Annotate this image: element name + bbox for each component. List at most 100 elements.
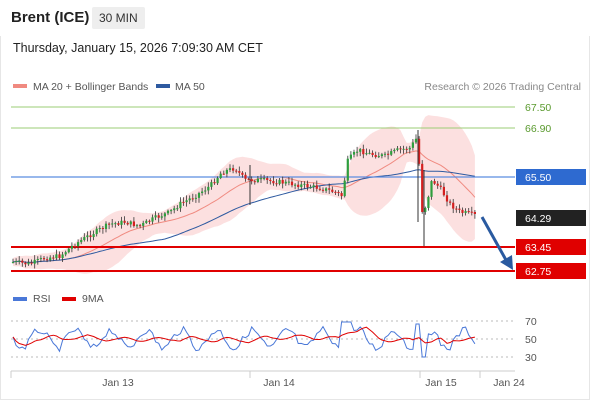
candle-down: [191, 198, 194, 200]
rsi-level-50-label: 50: [525, 334, 537, 346]
candle-down: [46, 259, 49, 261]
candle-up: [173, 208, 176, 211]
candle-up: [343, 180, 346, 197]
candle-down: [455, 208, 458, 210]
candle-down: [436, 183, 439, 186]
candle-down: [275, 183, 278, 185]
candle-up: [80, 240, 83, 243]
candle-up: [15, 261, 18, 263]
candle-down: [452, 202, 455, 209]
candle-up: [278, 179, 281, 184]
candle-up: [67, 248, 70, 253]
candle-down: [473, 211, 476, 214]
price-tag-text: 66.90: [525, 123, 551, 135]
candle-down: [418, 138, 421, 164]
candle-up: [303, 183, 306, 185]
copyright-text: Research © 2026 Trading Central: [424, 81, 581, 93]
candle-up: [77, 242, 80, 247]
forecast-arrow-head: [500, 255, 513, 270]
candle-up: [151, 217, 154, 222]
candle-up: [129, 221, 132, 225]
x-axis-label-jan14: Jan 14: [263, 377, 295, 389]
x-axis-label-jan15: Jan 15: [425, 377, 457, 389]
candle-down: [52, 257, 55, 259]
candle-up: [225, 169, 228, 174]
chart-header: Brent (ICE) 30 MIN: [0, 0, 590, 36]
candle-up: [64, 252, 67, 255]
forecast-arrow-shaft: [480, 216, 508, 261]
candle-down: [297, 184, 300, 188]
candle-up: [365, 153, 368, 155]
candle-down: [238, 171, 241, 173]
candle-up: [185, 200, 188, 203]
candle-up: [201, 191, 204, 194]
candle-up: [427, 196, 430, 208]
candle-down: [157, 215, 160, 218]
candle-down: [290, 181, 294, 186]
price-tag-text: 64.29: [525, 213, 551, 225]
candle-down: [148, 220, 151, 222]
interval-badge[interactable]: 30 MIN: [92, 7, 145, 29]
chart-timestamp: Thursday, January 15, 2026 7:09:30 AM CE…: [13, 41, 263, 55]
candle-down: [24, 262, 27, 265]
x-axis-label-jan13: Jan 13: [102, 377, 134, 389]
candle-up: [104, 223, 108, 229]
candle-down: [387, 153, 390, 155]
candle-up: [36, 258, 39, 260]
candle-up: [352, 151, 356, 155]
candle-up: [390, 151, 393, 155]
candle-down: [470, 211, 473, 213]
candle-up: [83, 237, 86, 241]
candle-up: [154, 215, 157, 218]
candle-up: [259, 178, 263, 180]
price-tag-65-50: 65.50: [516, 169, 586, 185]
candle-down: [253, 181, 256, 183]
candle-up: [163, 213, 166, 217]
ma20-line: [12, 150, 476, 263]
candle-up: [188, 198, 191, 201]
candle-up: [207, 186, 210, 191]
candle-down: [281, 179, 284, 184]
candle-up: [33, 259, 36, 264]
candle-up: [377, 156, 380, 158]
price-tag-63-45: 63.45: [516, 239, 586, 255]
price-tag-64-29: 64.29: [516, 210, 586, 226]
candle-down: [439, 185, 442, 187]
rsi-ma-legend-label: 9MA: [82, 293, 104, 305]
candle-up: [11, 261, 15, 263]
candle-down: [139, 225, 142, 227]
candle-down: [362, 149, 365, 155]
candle-up: [204, 190, 207, 192]
candle-down: [222, 173, 225, 175]
candle-up: [300, 184, 303, 188]
candle-up: [197, 193, 201, 198]
price-tag-66-90: 66.90: [525, 123, 551, 135]
candle-up: [142, 222, 145, 226]
candle-down: [421, 163, 424, 212]
candle-up: [170, 210, 173, 212]
candle-down: [247, 178, 250, 180]
candle-down: [126, 222, 129, 225]
candle-up: [70, 246, 73, 249]
candle-down: [337, 192, 340, 194]
candle-down: [266, 178, 269, 180]
candle-down: [321, 189, 325, 191]
candle-up: [396, 148, 399, 150]
candle-up: [86, 235, 89, 238]
candle-up: [179, 201, 182, 209]
price-tag-text: 67.50: [525, 102, 551, 114]
candlestick-series: [11, 130, 476, 269]
price-tag-text: 65.50: [525, 172, 551, 184]
candle-down: [331, 189, 334, 192]
candle-down: [340, 193, 343, 197]
candle-up: [346, 158, 349, 181]
candle-up: [464, 211, 467, 213]
candle-down: [306, 183, 309, 188]
rsi-ma-line: [12, 326, 475, 346]
candle-up: [408, 147, 411, 150]
candle-up: [135, 225, 139, 227]
candle-down: [318, 188, 321, 190]
candle-down: [244, 174, 247, 179]
candle-up: [312, 185, 315, 188]
